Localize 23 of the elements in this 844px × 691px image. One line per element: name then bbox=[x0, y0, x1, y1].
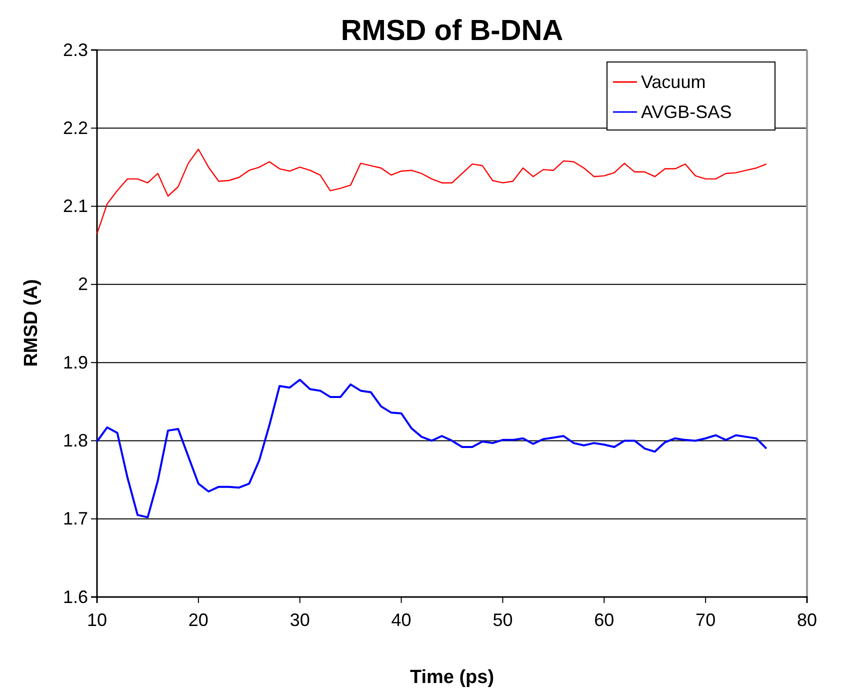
legend-label: Vacuum bbox=[641, 72, 706, 92]
legend-label: AVGB-SAS bbox=[641, 102, 732, 122]
x-tick-label: 30 bbox=[290, 610, 310, 630]
x-tick-label: 10 bbox=[86, 610, 108, 630]
x-tick-label: 20 bbox=[188, 610, 208, 630]
x-tick-label: 60 bbox=[594, 610, 614, 630]
y-tick-label: 1.6 bbox=[62, 586, 88, 607]
line-series bbox=[96, 378, 768, 518]
x-tick-label: 70 bbox=[696, 610, 716, 630]
x-tick-label: 40 bbox=[391, 610, 412, 630]
x-axis-title: Time (ps) bbox=[410, 667, 494, 688]
y-tick-label: 1.7 bbox=[62, 508, 88, 529]
chart-title: RMSD of B-DNA bbox=[340, 15, 564, 47]
y-tick-label: 1.9 bbox=[62, 352, 88, 372]
y-axis-title: RMSD (A) bbox=[21, 279, 42, 367]
x-tick-label: 80 bbox=[796, 610, 818, 630]
x-tick-label: 50 bbox=[492, 610, 513, 630]
y-tick-label: 2.3 bbox=[62, 40, 88, 60]
line-series bbox=[96, 148, 768, 234]
y-tick-label: 1.8 bbox=[62, 430, 88, 450]
y-tick-label: 2.1 bbox=[62, 196, 88, 216]
y-tick-label: 2.2 bbox=[62, 118, 88, 138]
y-tick-label: 2 bbox=[78, 274, 88, 294]
